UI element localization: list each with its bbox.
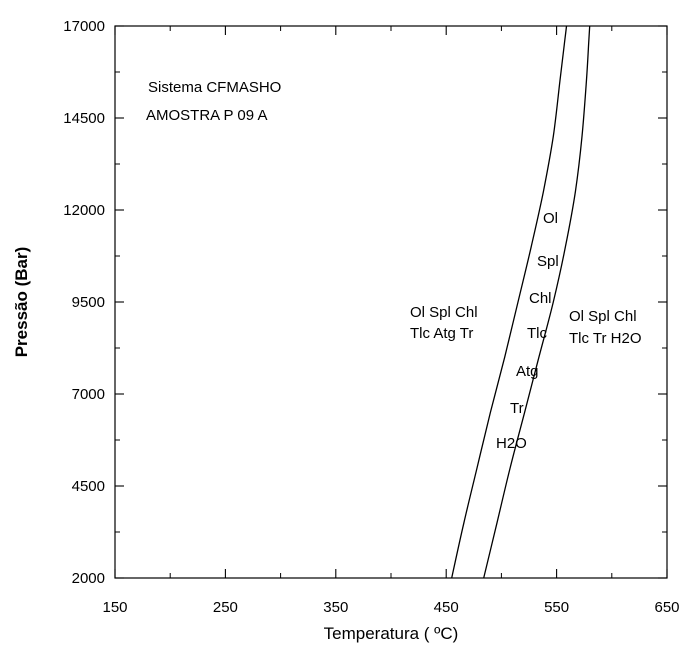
band-phase-atg: Atg	[516, 363, 539, 380]
left-field-label-line1: Ol Spl Chl	[410, 304, 478, 321]
reaction-curve-2	[483, 25, 591, 579]
right-field-label-line2: Tlc Tr H2O	[569, 330, 642, 347]
y-tick-label: 9500	[72, 294, 105, 311]
y-axis-title: Pressão (Bar)	[12, 247, 31, 358]
axis-ticks: 150 250 350 450 550 650 2000 4500 7000 9500 12000 1…	[63, 18, 679, 616]
y-tick-label: 14500	[63, 110, 105, 127]
right-field-label-line1: Ol Spl Chl	[569, 308, 637, 325]
y-tick-label: 7000	[72, 386, 105, 403]
x-tick-label: 650	[654, 599, 679, 616]
y-tick-label: 12000	[63, 202, 105, 219]
y-tick-label: 2000	[72, 570, 105, 587]
x-axis-title: Temperatura ( ºC)	[324, 624, 459, 643]
reaction-curves	[451, 25, 591, 579]
x-tick-label: 450	[434, 599, 459, 616]
y-tick-label: 4500	[72, 478, 105, 495]
y-tick-label: 17000	[63, 18, 105, 35]
reaction-curve-1	[451, 25, 568, 579]
band-phase-ol: Ol	[543, 210, 558, 227]
left-field-label-line2: Tlc Atg Tr	[410, 325, 473, 342]
x-tick-label: 250	[213, 599, 238, 616]
x-tick-label: 550	[544, 599, 569, 616]
band-phase-chl: Chl	[529, 290, 552, 307]
band-phase-tr: Tr	[510, 400, 524, 417]
band-phase-spl: Spl	[537, 253, 559, 270]
x-tick-label: 350	[323, 599, 348, 616]
annotation-sample: AMOSTRA P 09 A	[146, 107, 267, 124]
annotation-system: Sistema CFMASHO	[148, 79, 281, 96]
x-tick-label: 150	[102, 599, 127, 616]
band-phase-tlc: Tlc	[527, 325, 547, 342]
band-phase-h2o: H2O	[496, 435, 527, 452]
